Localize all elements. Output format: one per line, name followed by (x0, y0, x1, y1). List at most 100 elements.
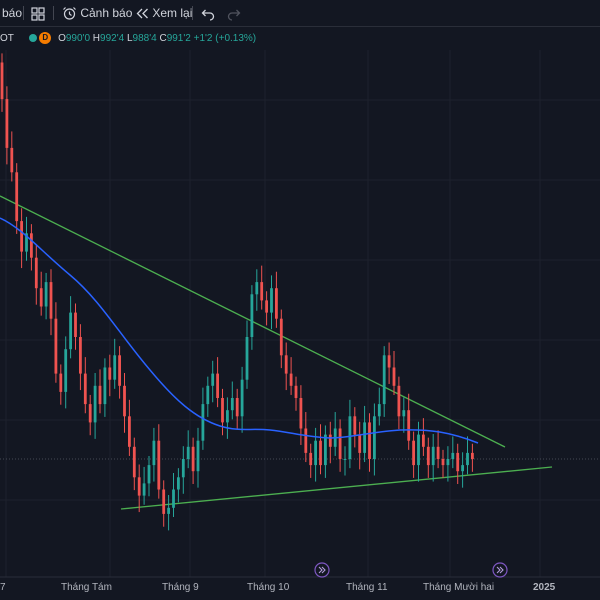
candle-body[interactable] (353, 416, 357, 435)
candle-body[interactable] (147, 465, 151, 484)
candle-body[interactable] (152, 440, 156, 466)
lower-trendline[interactable] (120, 466, 553, 510)
candle-body[interactable] (59, 373, 63, 392)
candle-body[interactable] (328, 434, 332, 447)
candle-body[interactable] (412, 440, 415, 466)
candle-body[interactable] (108, 367, 112, 380)
candle-body[interactable] (15, 172, 19, 222)
candle-body[interactable] (255, 282, 259, 295)
candle-body[interactable] (83, 373, 87, 405)
candle-body[interactable] (20, 221, 23, 252)
candle-body[interactable] (392, 367, 396, 386)
candle-body[interactable] (397, 385, 401, 417)
jump-to-realtime-button[interactable] (314, 562, 330, 578)
candle-body[interactable] (191, 446, 195, 472)
candle-body[interactable] (167, 507, 170, 514)
scroll-to-latest-button[interactable] (492, 562, 508, 578)
replay-button[interactable]: Xem lại (136, 0, 192, 26)
candle-body[interactable] (25, 233, 28, 252)
candle-body[interactable] (30, 233, 33, 258)
candle-body[interactable] (431, 446, 435, 466)
candle-body[interactable] (363, 422, 366, 453)
candle-body[interactable] (54, 318, 58, 374)
candle-body[interactable] (441, 459, 445, 466)
candle-body[interactable] (417, 434, 420, 466)
candle-body[interactable] (382, 355, 386, 405)
candle-body[interactable] (69, 312, 72, 350)
symbol-partial[interactable]: OT (0, 33, 14, 44)
candle-body[interactable] (98, 385, 102, 405)
candle-body[interactable] (177, 477, 180, 490)
candle-body[interactable] (10, 147, 14, 173)
undo-button[interactable] (201, 0, 215, 26)
candle-body[interactable] (44, 282, 48, 307)
candle-body[interactable] (235, 398, 239, 417)
candle-body[interactable] (128, 416, 131, 447)
candle-body[interactable] (343, 459, 347, 460)
candle-body[interactable] (240, 379, 244, 417)
candle-body[interactable] (304, 428, 308, 453)
candle-body[interactable] (284, 355, 288, 374)
candle-body[interactable] (103, 367, 107, 405)
candle-body[interactable] (466, 452, 469, 466)
candle-body[interactable] (181, 459, 185, 478)
candle-body[interactable] (387, 355, 391, 368)
candle-body[interactable] (162, 489, 166, 514)
candle-body[interactable] (118, 355, 121, 386)
candle-body[interactable] (289, 373, 293, 386)
candle-body[interactable] (368, 422, 371, 459)
candle-body[interactable] (211, 373, 215, 386)
candle-body[interactable] (34, 257, 38, 289)
candle-body[interactable] (221, 398, 224, 423)
candle-body[interactable] (461, 465, 464, 472)
redo-button[interactable] (227, 0, 241, 26)
candle-body[interactable] (230, 398, 234, 411)
candle-body[interactable] (88, 404, 92, 423)
candle-body[interactable] (113, 355, 117, 380)
candle-body[interactable] (314, 440, 317, 466)
candle-body[interactable] (39, 288, 43, 307)
candle-body[interactable] (377, 404, 381, 417)
candle-body[interactable] (451, 452, 455, 459)
candle-body[interactable] (0, 62, 4, 100)
candle-body[interactable] (172, 489, 175, 508)
candle-body[interactable] (275, 288, 278, 319)
alert-partial-label[interactable]: báo (2, 6, 23, 20)
candle-body[interactable] (157, 440, 161, 490)
candle-body[interactable] (309, 452, 313, 466)
candle-body[interactable] (324, 434, 327, 466)
candle-body[interactable] (294, 385, 298, 398)
candle-body[interactable] (186, 446, 190, 459)
candle-body[interactable] (422, 434, 425, 447)
candle-body[interactable] (279, 318, 283, 356)
candle-body[interactable] (93, 385, 97, 423)
candle-body[interactable] (74, 312, 77, 337)
layout-grid-button[interactable] (31, 0, 45, 26)
candle-body[interactable] (319, 440, 322, 466)
candle-body[interactable] (250, 294, 254, 337)
candle-body[interactable] (456, 452, 460, 472)
candle-body[interactable] (206, 385, 210, 405)
candle-body[interactable] (216, 373, 219, 398)
candle-body[interactable] (137, 477, 141, 496)
candle-body[interactable] (471, 452, 474, 459)
candle-body[interactable] (299, 398, 303, 429)
candle-body[interactable] (49, 282, 53, 319)
candle-body[interactable] (64, 349, 68, 392)
candle-body[interactable] (142, 483, 146, 496)
candle-body[interactable] (201, 404, 205, 441)
candle-body[interactable] (245, 337, 249, 380)
candle-body[interactable] (436, 446, 440, 459)
candle-body[interactable] (79, 337, 82, 374)
candle-body[interactable] (348, 416, 352, 459)
candle-body[interactable] (270, 288, 273, 313)
candle-body[interactable] (260, 282, 264, 301)
candle-body[interactable] (132, 446, 136, 478)
candle-body[interactable] (226, 410, 229, 423)
candle-body[interactable] (373, 416, 376, 459)
candle-body[interactable] (402, 410, 406, 417)
candle-body[interactable] (446, 459, 450, 466)
candle-body[interactable] (265, 300, 268, 313)
candle-body[interactable] (358, 434, 362, 453)
